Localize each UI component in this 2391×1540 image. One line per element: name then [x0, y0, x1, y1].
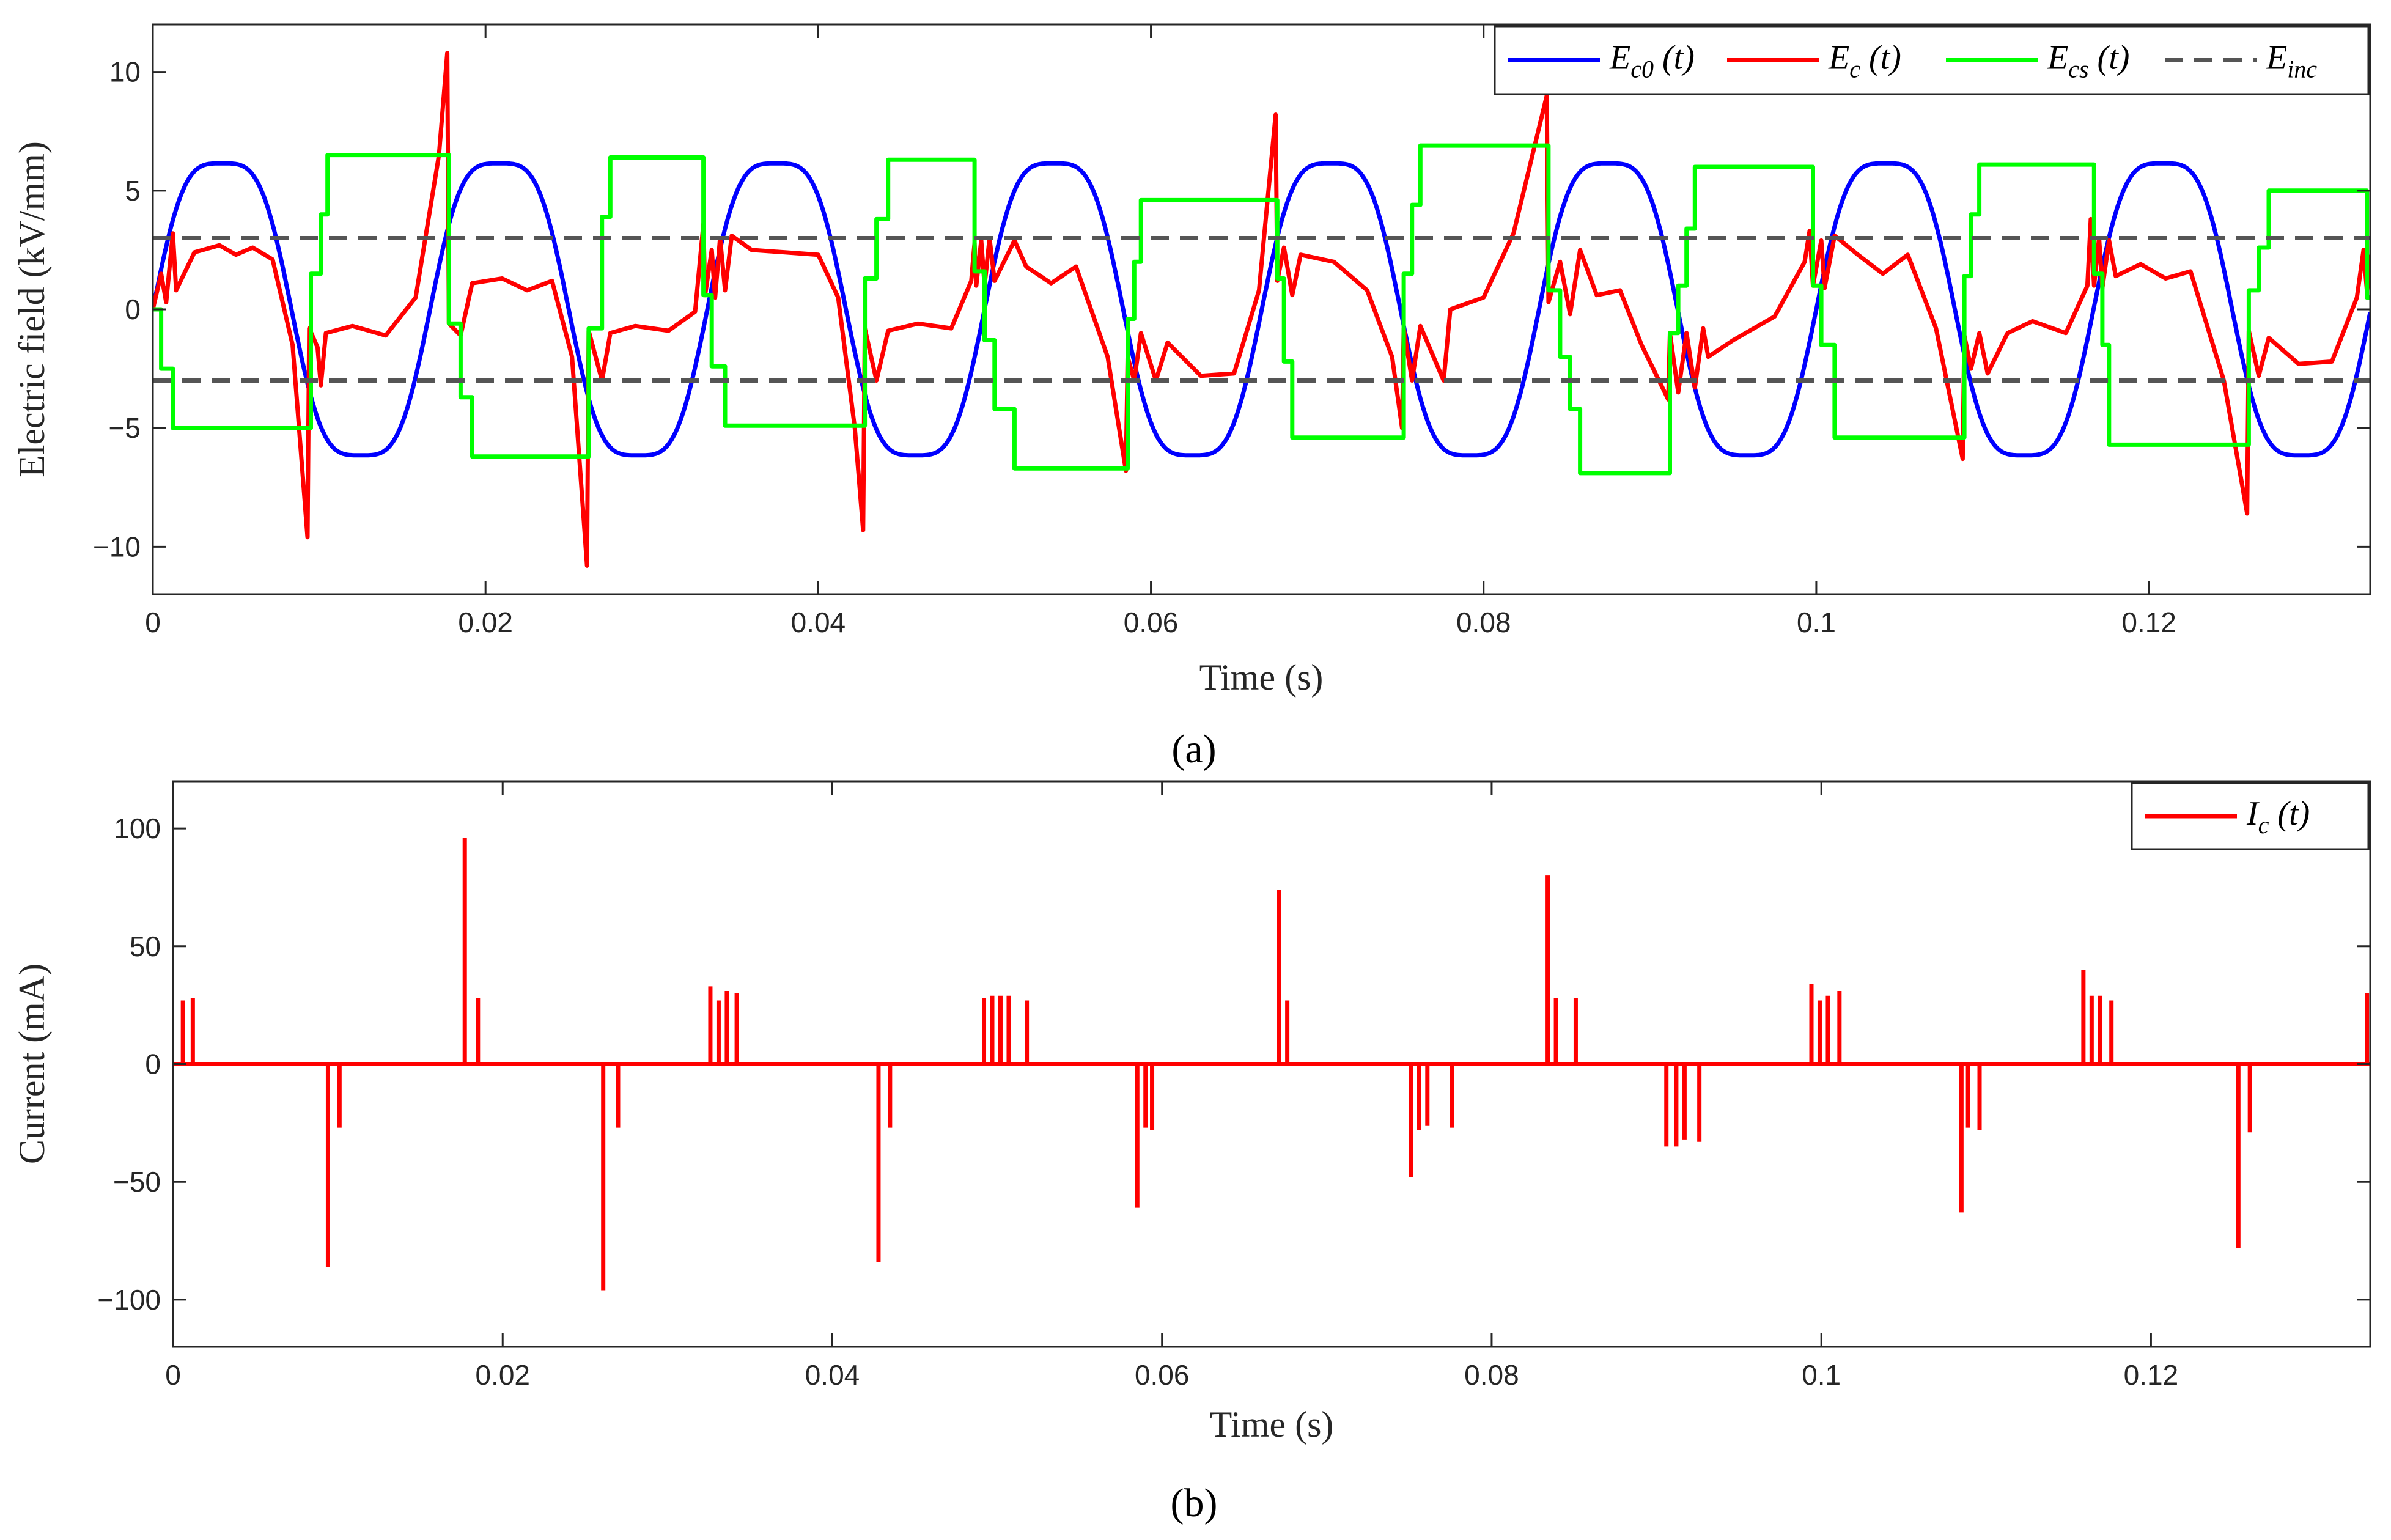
series-line-e-c0 [153, 161, 2370, 458]
x-tick-label-b: 0.02 [475, 1359, 530, 1391]
x-tick-label-b: 0.12 [2124, 1359, 2179, 1391]
x-tick-label-b: 0.06 [1135, 1359, 1190, 1391]
y-tick-label-b: 50 [130, 930, 161, 962]
y-tick-label-b: −50 [113, 1166, 161, 1198]
legend-box-a [1494, 25, 2370, 95]
y-tick-label-b: −100 [97, 1284, 161, 1316]
legend-label-a: Ec0 (t) [1609, 39, 1695, 83]
series-line-e-cs [153, 143, 2370, 476]
y-tick-label-b: 100 [114, 812, 161, 844]
x-tick-label-b: 0.1 [1802, 1359, 1841, 1391]
x-tick-label-b: 0.04 [805, 1359, 860, 1391]
legend-label-a: Einc [2266, 39, 2317, 83]
x-tick-label-a: 0.04 [791, 606, 846, 638]
legend-b: Ic (t) [2131, 782, 2370, 850]
ticks-b: 0 0.02 0.04 0.06 0.08 0.1 0.12 −100 −50 0 50 100 [97, 781, 2370, 1391]
x-tick-label-a: 0.12 [2121, 606, 2176, 638]
x-tick-label-b: 0 [165, 1359, 181, 1391]
y-axis-title-a: Electric field (kV/mm) [12, 141, 52, 477]
panel-label-a: (a) [1171, 727, 1216, 772]
legend-label-a: Ecs (t) [2047, 39, 2129, 83]
x-tick-label-a: 0.1 [1797, 606, 1836, 638]
x-tick-label-a: 0.02 [458, 606, 513, 638]
y-tick-label-a: 0 [125, 293, 141, 325]
chart-panel-a: 0 0.02 0.04 0.06 0.08 0.1 0.12 −10 −5 0 5 10 Time (… [12, 23, 2371, 772]
series-line-e-c [153, 51, 2370, 568]
y-tick-label-a: 5 [125, 175, 141, 207]
y-tick-label-a: −5 [109, 412, 141, 444]
legend-a: Ec0 (t) Ec (t) Ecs (t) Einc [1494, 25, 2370, 95]
panel-label-b: (b) [1171, 1481, 1218, 1525]
chart-panel-b: 0 0.02 0.04 0.06 0.08 0.1 0.12 −100 −50 0 50 100 Ti… [12, 780, 2371, 1525]
ticks-a: 0 0.02 0.04 0.06 0.08 0.1 0.12 −10 −5 0 5 10 [93, 24, 2370, 638]
x-axis-title-a: Time (s) [1199, 657, 1324, 698]
series-layer-a [153, 51, 2370, 568]
y-axis-title-b: Current (mA) [12, 963, 52, 1164]
legend-label-a: Ec (t) [1828, 39, 1901, 83]
x-tick-label-a: 0.08 [1456, 606, 1511, 638]
legend-label-b: Ic (t) [2246, 795, 2310, 839]
x-tick-label-a: 0 [145, 606, 161, 638]
x-tick-label-a: 0.06 [1124, 606, 1179, 638]
y-tick-label-a: 10 [109, 56, 141, 88]
y-tick-label-b: 0 [145, 1048, 161, 1080]
x-tick-label-b: 0.08 [1464, 1359, 1519, 1391]
x-axis-title-b: Time (s) [1210, 1404, 1334, 1445]
series-layer-b [173, 838, 2370, 1291]
y-tick-label-a: −10 [93, 531, 141, 562]
